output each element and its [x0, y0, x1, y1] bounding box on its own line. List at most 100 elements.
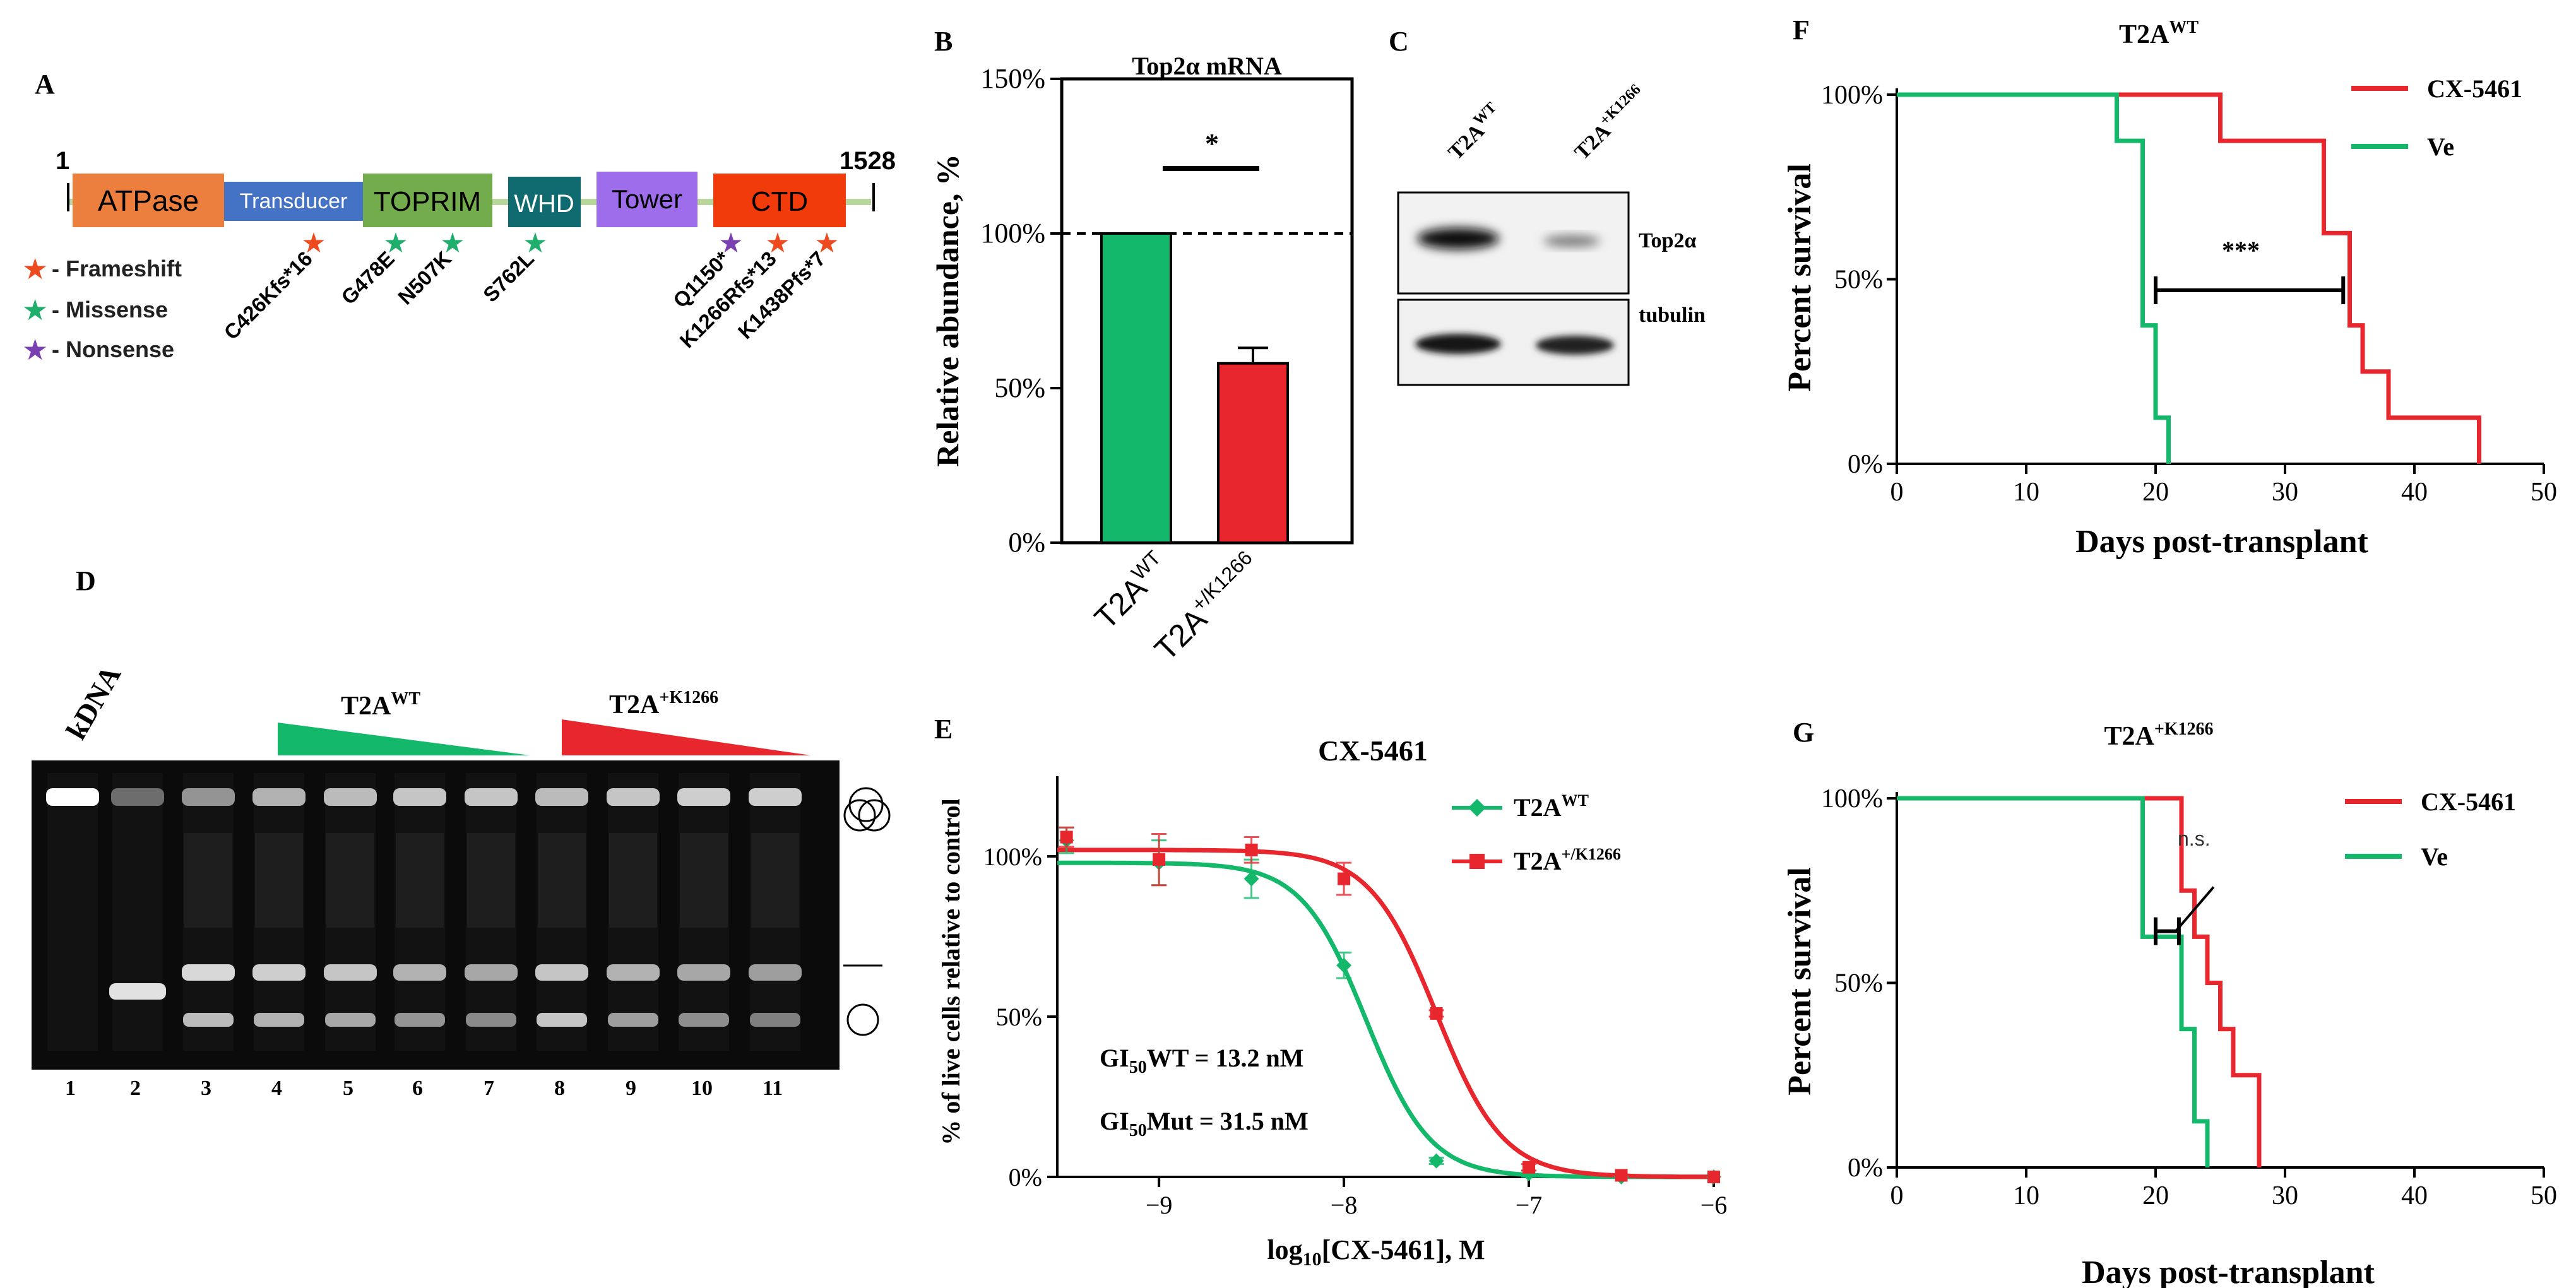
gel-lane-smear	[254, 773, 304, 1051]
bar-t2a-k1266	[1217, 362, 1289, 544]
gel-band-linear	[677, 964, 730, 981]
gel-band-well	[607, 788, 660, 806]
star-icon-s762: ★	[523, 228, 547, 259]
y-tick-label: 50%	[1834, 969, 1883, 998]
gel-lane-smear	[679, 773, 729, 1051]
gel-band-linear	[324, 964, 377, 981]
star-icon-missense: ★	[22, 294, 48, 326]
data-point	[1615, 1169, 1628, 1182]
gel-band-decatenated	[109, 983, 166, 1000]
legend-label-k1266-base: T2A	[1514, 847, 1562, 875]
gel-lane-smear	[395, 773, 445, 1051]
domain-label-whd: WHD	[514, 190, 574, 218]
gi50-wt-sub: 50	[1129, 1058, 1147, 1077]
gel-smear	[467, 833, 515, 928]
mutation-labels: C426Kfs*16 G478E N507K S762L Q1150* K126…	[219, 247, 830, 353]
gel-lane-smear	[47, 773, 98, 1051]
x-tick-label: 10	[2013, 1181, 2039, 1210]
x-axis-label-f: Days post-transplant	[2075, 524, 2368, 560]
y-tick-label: 100%	[1821, 81, 1883, 110]
data-point	[1428, 1153, 1444, 1169]
x-axis-label-g: Days post-transplant	[2082, 1255, 2375, 1288]
blot-label-tubulin: tubulin	[1639, 304, 1706, 327]
y-tick-label: 0%	[1848, 450, 1883, 479]
gel-band-linear	[535, 964, 588, 981]
domain-label-tower: Tower	[612, 184, 682, 214]
comparison-f	[2154, 276, 2346, 305]
y-tick-label: 50%	[996, 1003, 1042, 1031]
gel-band-circular	[537, 1013, 587, 1027]
gel-band-circular	[750, 1013, 800, 1027]
lane-number: 9	[626, 1077, 636, 1100]
star-icon-k1266: ★	[765, 228, 790, 259]
gi50-wt-rest: WT = 13.2 nM	[1147, 1044, 1304, 1072]
lane-number: 2	[130, 1077, 141, 1100]
comparison-g	[2154, 886, 2215, 945]
group-label-wt-base: T2A	[341, 692, 391, 721]
group-label-k1266: T2A+K1266	[609, 688, 718, 719]
gel-smear	[538, 833, 586, 928]
gi50-wt-base: GI	[1100, 1044, 1129, 1072]
domain-atpase	[73, 174, 224, 227]
gel-band-linear	[393, 964, 446, 981]
legend-label-wt-sup: WT	[1562, 791, 1589, 810]
x-tick-label: 40	[2401, 1181, 2428, 1210]
star-icon-k1438: ★	[814, 228, 839, 259]
domain-label-transducer: Transducer	[240, 189, 348, 213]
x-tick-label: 50	[2531, 1181, 2557, 1210]
panel-letter-e: E	[934, 714, 953, 745]
y-tick-label: 100%	[983, 842, 1042, 871]
x-tick-label: 10	[2013, 478, 2039, 507]
panel-letter-c: C	[1389, 26, 1409, 57]
lane-number: 4	[271, 1077, 282, 1100]
chart-title-e: CX-5461	[1318, 735, 1428, 767]
x-tick-label: −6	[1701, 1191, 1728, 1219]
significance-label-g: n.s.	[2178, 827, 2211, 850]
significance-label: *	[1205, 128, 1219, 159]
domain-whd	[508, 177, 581, 227]
x-tick-label: −8	[1331, 1191, 1358, 1219]
gel-lane-smear	[750, 773, 800, 1051]
panel-letter-b: B	[934, 26, 953, 57]
data-points-e	[1059, 826, 1721, 1185]
survival-curve	[1897, 796, 2210, 1167]
legend-label-k1266-sup: +/K1266	[1562, 845, 1621, 863]
axes-f: 0% 50% 100% 0 10 20 30 40 50	[1821, 81, 2557, 507]
gel-band-well	[111, 788, 164, 806]
star-icon-nonsense: ★	[22, 334, 48, 366]
curves-f	[1897, 92, 2481, 464]
gel-band-circular	[466, 1013, 516, 1027]
y-tick-label: 0%	[1009, 1163, 1042, 1191]
x-tick-label-wt: T2AWT	[1086, 546, 1175, 635]
data-point	[1153, 853, 1166, 866]
panel-c-western-blot: T2AWT T2A+K1266 Top2α tubulin	[1397, 81, 1706, 386]
legend-label-wt-base: T2A	[1514, 793, 1562, 822]
y-tick-label: 150%	[980, 63, 1045, 94]
lane-number: 5	[343, 1077, 353, 1100]
chart-title-g: T2A+K1266	[2104, 719, 2213, 751]
x-tick-label: 20	[2142, 478, 2169, 507]
blot-label-top2a: Top2α	[1639, 229, 1696, 252]
domain-label-toprim: TOPRIM	[374, 186, 481, 217]
gi50-wt-annotation: GI50WT = 13.2 nM	[1100, 1044, 1303, 1077]
bar-t2a-wt	[1100, 232, 1172, 544]
gel-lane-smear	[112, 773, 163, 1051]
gel-smear	[255, 833, 303, 928]
panel-letter-f: F	[1793, 15, 1810, 45]
data-point	[1336, 957, 1352, 973]
legend-label-ve-f: Ve	[2427, 133, 2454, 161]
gi50-mut-base: GI	[1100, 1107, 1129, 1135]
lane-number: 3	[201, 1077, 211, 1100]
legend-label-wt: T2AWT	[1514, 791, 1589, 822]
gel-band-well	[393, 788, 446, 806]
gel-lane-smear	[537, 773, 587, 1051]
y-tick-label: 50%	[994, 372, 1045, 403]
significance-label-f: ***	[2222, 236, 2260, 264]
gradient-wedge-k1266	[562, 719, 811, 755]
survival-curve	[1897, 92, 2171, 464]
domain-tower	[597, 172, 697, 227]
square-marker-icon	[1469, 854, 1485, 869]
panel-letter-g: G	[1793, 717, 1814, 748]
gel-band-circular	[608, 1013, 658, 1027]
